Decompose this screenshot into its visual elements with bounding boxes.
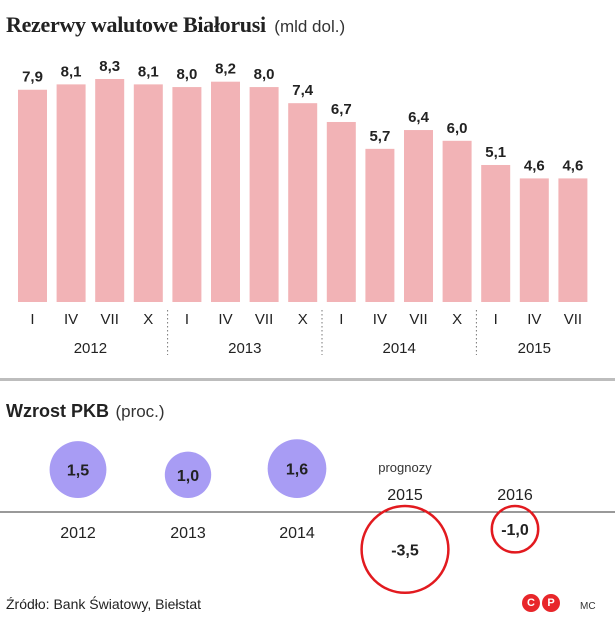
- gdp-value-label: 1,0: [177, 468, 199, 485]
- reserve-value-label: 6,4: [408, 109, 430, 126]
- logo-letter-p: P: [542, 594, 560, 612]
- gdp-year-label: 2012: [60, 525, 96, 542]
- reserve-bar: [558, 178, 588, 302]
- reserves-unit: (mld dol.): [274, 17, 346, 36]
- gdp-value-label: -1,0: [501, 522, 529, 539]
- reserve-category-label: X: [143, 311, 153, 328]
- reserve-bar: [18, 89, 47, 303]
- gdp-unit: (proc.): [115, 402, 165, 421]
- gdp-forecast-label: prognozy: [378, 460, 432, 475]
- reserve-value-label: 4,6: [562, 157, 583, 174]
- reserves-title-text: Rezerwy walutowe Białorusi: [6, 12, 266, 37]
- gdp-bubble: [164, 451, 212, 498]
- reserve-value-label: 7,4: [292, 82, 314, 99]
- reserve-bar: [365, 148, 395, 302]
- gdp-value-label: -3,5: [391, 542, 419, 559]
- reserve-category-label: I: [30, 311, 34, 328]
- section-divider: [0, 378, 615, 381]
- reserve-category-label: IV: [218, 311, 232, 328]
- gdp-year-label: 2015: [387, 487, 423, 504]
- reserve-bar: [172, 87, 202, 302]
- reserve-value-label: 8,0: [254, 66, 275, 83]
- gdp-title: Wzrost PKB (proc.): [6, 401, 165, 422]
- publisher-logo: C P: [522, 594, 562, 612]
- reserve-category-label: IV: [527, 311, 541, 328]
- author-initials: MC: [580, 601, 596, 612]
- reserve-year-label: 2014: [383, 340, 416, 357]
- gdp-value-label: 1,5: [67, 463, 89, 480]
- reserve-value-label: 7,9: [22, 69, 43, 86]
- reserve-bar: [95, 79, 125, 302]
- reserve-bar: [56, 84, 86, 302]
- reserve-value-label: 5,1: [485, 144, 506, 161]
- reserve-bar: [288, 103, 318, 302]
- reserve-value-label: 8,0: [176, 66, 197, 83]
- source-note: Źródło: Bank Światowy, Biełstat: [6, 596, 202, 612]
- reserve-value-label: 8,1: [61, 63, 82, 80]
- reserve-value-label: 8,1: [138, 63, 159, 80]
- reserve-value-label: 4,6: [524, 157, 545, 174]
- reserve-year-label: 2013: [228, 340, 261, 357]
- reserves-bar-chart: 7,9 I 8,1 IV 8,3 VII 8,1 X 8,0 I 8,2 IV 8,0 VII 7,4 X 6,…: [18, 58, 588, 357]
- reserve-category-label: IV: [373, 311, 387, 328]
- gdp-year-label: 2013: [170, 525, 206, 542]
- reserve-bar: [326, 121, 356, 303]
- reserve-category-label: X: [452, 311, 462, 328]
- gdp-year-label: 2016: [497, 487, 533, 504]
- reserve-year-label: 2015: [518, 340, 551, 357]
- reserve-value-label: 8,3: [99, 58, 120, 75]
- reserve-category-label: VII: [255, 311, 273, 328]
- reserve-category-label: I: [494, 311, 498, 328]
- gdp-bubble: [267, 439, 327, 498]
- gdp-title-text: Wzrost PKB: [6, 401, 109, 421]
- reserve-bar: [133, 84, 163, 302]
- reserve-year-label: 2012: [74, 340, 107, 357]
- reserve-value-label: 6,7: [331, 101, 352, 118]
- reserve-bar: [404, 130, 433, 302]
- reserve-value-label: 6,0: [447, 120, 468, 137]
- reserve-value-label: 8,2: [215, 61, 236, 78]
- reserve-category-label: VII: [101, 311, 119, 328]
- gdp-bubble-forecast: [360, 504, 450, 595]
- reserve-category-label: I: [185, 311, 189, 328]
- reserve-category-label: X: [298, 311, 308, 328]
- reserve-value-label: 5,7: [369, 128, 390, 145]
- reserve-bar: [481, 164, 511, 302]
- reserve-category-label: I: [339, 311, 343, 328]
- reserve-category-label: VII: [564, 311, 582, 328]
- gdp-year-label: 2014: [279, 525, 315, 542]
- gdp-bubble: [49, 441, 107, 498]
- logo-letter-c: C: [522, 594, 540, 612]
- reserve-bar: [249, 87, 279, 302]
- reserve-category-label: VII: [409, 311, 427, 328]
- reserve-bar: [211, 81, 240, 303]
- reserve-bar: [519, 178, 549, 302]
- reserve-bar: [442, 140, 472, 302]
- reserves-title: Rezerwy walutowe Białorusi (mld dol.): [6, 12, 345, 38]
- gdp-bubble-forecast: [490, 504, 540, 554]
- reserve-category-label: IV: [64, 311, 78, 328]
- gdp-value-label: 1,6: [286, 462, 308, 479]
